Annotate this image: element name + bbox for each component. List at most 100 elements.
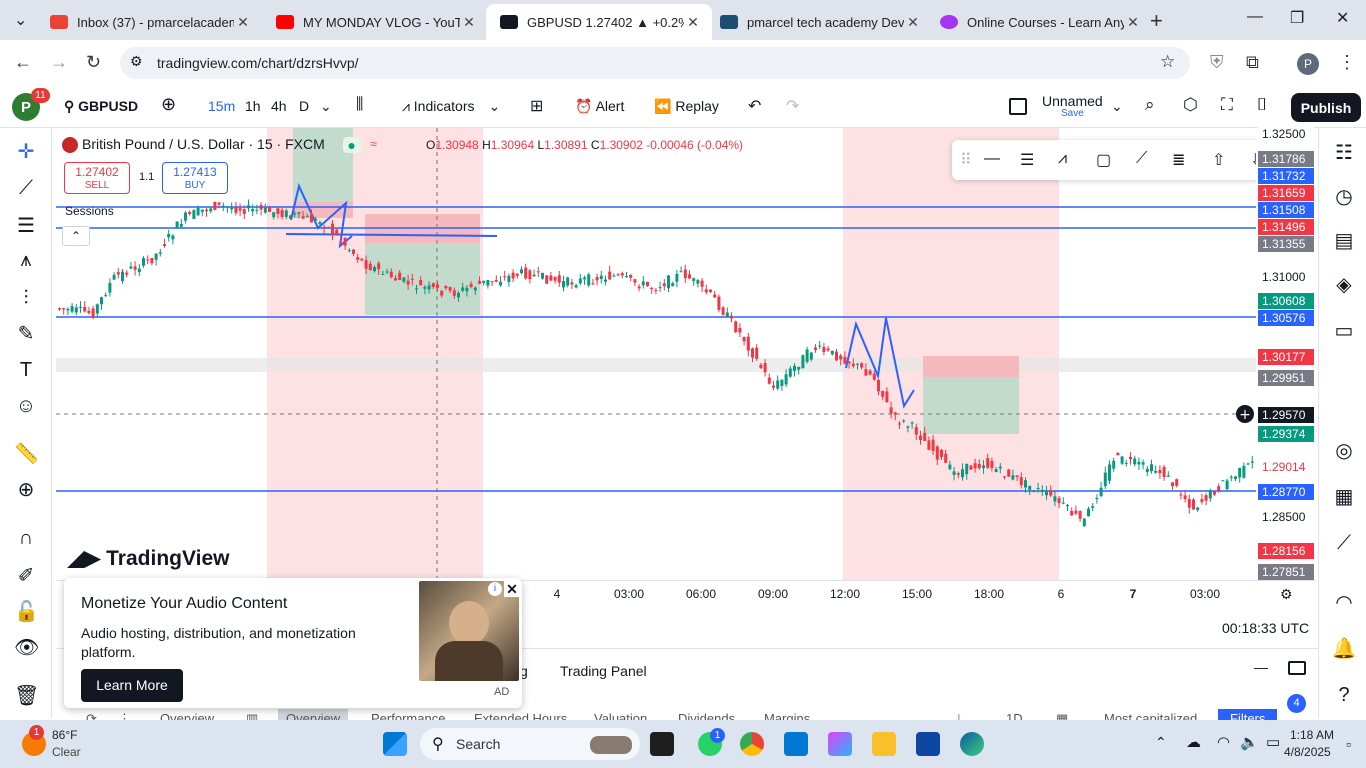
task-view-icon[interactable] [650,732,674,756]
trading-panel-tab[interactable]: Trading Panel [560,663,647,679]
lock-icon[interactable]: 🔓 [14,601,39,623]
alert-button[interactable]: ⏰ Alert [575,98,624,115]
taskbar-search[interactable]: ⚲ Search [420,728,640,760]
candlestick-chart[interactable]: + [56,128,1256,580]
maximize-panel-icon[interactable] [1288,661,1306,675]
interval-4h[interactable]: 4h [271,98,287,114]
price-label[interactable]: 1.30576 [1258,310,1314,326]
price-label[interactable]: 1.28500 [1258,509,1314,525]
camera-icon[interactable]: ⌷ [1257,95,1268,114]
volume-icon[interactable]: 🔈 [1240,734,1259,751]
horizontal-line-icon[interactable]: — [984,150,1000,167]
column-tab-margins[interactable]: Margins [764,711,811,721]
forward-icon[interactable]: → [50,52,68,72]
ruler-icon[interactable]: 📏 [14,443,39,465]
object-tree-icon[interactable]: ▤ [1334,230,1354,252]
quick-search-icon[interactable]: ⌕ [1145,95,1155,114]
calendar-icon[interactable]: ▦ [1334,486,1354,508]
maximize-button[interactable]: ❐ [1290,10,1305,27]
price-label[interactable]: 1.31355 [1258,236,1314,252]
scale-settings-icon[interactable]: ⚙ [1280,586,1293,602]
fullscreen-icon[interactable]: ⛶ [1221,95,1233,114]
help-icon[interactable]: ? [1338,684,1350,706]
bookmark-star-icon[interactable]: ☆ [1160,52,1176,71]
more-icon[interactable]: ⋮ [118,711,131,721]
column-tab-dividends[interactable]: Dividends [678,711,736,721]
price-label[interactable]: 1.28156 [1258,543,1314,559]
price-label[interactable]: 1.31000 [1258,269,1314,285]
indicators-button[interactable]: ⩘ Indicators ⌄ [402,98,500,115]
target-icon[interactable]: ◎ [1335,440,1353,462]
long-position-icon[interactable]: ⇧ [1212,152,1226,169]
minimize-button[interactable]: — [1247,8,1263,25]
layouts-icon[interactable]: ⊞ [530,98,544,115]
bell-icon[interactable]: 🔔 [1331,638,1357,660]
price-label[interactable]: 1.31659 [1258,185,1314,201]
tab-tradingview[interactable]: GBPUSD 1.27402 ▲ +0.2% U✕ [486,4,712,40]
chart-pattern-icon[interactable]: ⟋ [1337,532,1351,554]
tab-gmail[interactable]: Inbox (37) - pmarcelacadem ✕ [36,4,262,40]
close-icon[interactable]: ✕ [463,13,475,30]
price-label[interactable]: 1.31508 [1258,202,1314,218]
chevron-down-icon[interactable]: ⌄ [320,98,332,114]
copilot-icon[interactable] [828,732,852,756]
price-label[interactable]: 1.31496 [1258,219,1314,235]
windows-start-icon[interactable] [383,732,407,756]
text-icon[interactable]: T [19,359,33,381]
close-icon[interactable]: ✕ [687,13,699,30]
download-icon[interactable]: ⤓ [956,711,962,721]
layout-square-icon[interactable] [1009,98,1027,115]
chat-icon[interactable]: ▭ [1334,320,1354,342]
weather-condition[interactable]: Clear [52,745,81,759]
layout-name[interactable]: Unnamed [1042,93,1103,109]
temperature[interactable]: 86°F [52,728,78,742]
alerts-clock-icon[interactable]: ◷ [1335,186,1353,208]
eye-icon[interactable]: 👁 [14,637,40,659]
compare-symbol-icon[interactable]: ⊕ [161,94,177,114]
fib-retracement-icon[interactable]: ≣ [1172,152,1186,169]
sort-select[interactable]: Most capitalized [1104,711,1198,721]
path-icon[interactable]: ⩘ [1058,150,1068,167]
price-label[interactable]: 1.31732 [1258,168,1314,184]
interval-select[interactable]: 1D [1006,711,1023,721]
tray-chevron-icon[interactable]: ⌃ [1155,734,1167,750]
columns-icon[interactable]: ▥ [246,711,259,721]
store-icon[interactable] [916,732,940,756]
price-label[interactable]: 1.29951 [1258,370,1314,386]
pattern-icon[interactable]: ⩚ [20,249,32,271]
wifi-icon[interactable]: ◠ [1217,734,1231,751]
file-explorer-icon[interactable] [872,732,896,756]
price-label[interactable]: 1.30177 [1258,349,1314,365]
ad-close-icon[interactable]: ✕ [504,581,520,597]
column-tab-performance[interactable]: Performance [371,711,446,721]
buy-button[interactable]: 1.27413 BUY [162,162,228,194]
url-text[interactable]: tradingview.com/chart/dzrsHvvp/ [157,55,359,71]
clock-time[interactable]: 1:18 AM [1290,728,1335,742]
battery-icon[interactable]: ▭ [1266,734,1281,751]
interval-d[interactable]: D [299,98,310,114]
price-label[interactable]: 1.31786 [1258,151,1314,167]
price-label[interactable]: 1.27851 [1258,564,1314,580]
ray-icon[interactable]: ⟋ [1136,150,1148,167]
timezone-clock[interactable]: 00:18:33 UTC [1222,620,1310,636]
publish-button[interactable]: Publish [1291,93,1361,122]
replay-button[interactable]: ⏪ Replay [654,98,719,115]
stream-icon[interactable]: ◠ [1335,592,1353,614]
edge-icon[interactable] [960,732,984,756]
layers-icon[interactable]: ◈ [1336,274,1352,296]
price-label[interactable]: 1.29014 [1258,459,1314,475]
interval-1h[interactable]: 1h [245,98,261,114]
profile-avatar[interactable]: P [1297,53,1319,75]
prediction-icon[interactable]: ⫶ [23,287,29,309]
emoji-icon[interactable]: ☺ [15,395,37,417]
price-label[interactable]: 1.29374 [1258,426,1314,442]
price-scale[interactable]: 1.32500 1.31786 1.31732 1.31659 1.31508 1.314… [1256,126,1316,580]
parallel-channel-icon[interactable]: ☰ [1020,152,1035,169]
ad-info-icon[interactable]: i [488,582,502,596]
chevron-down-icon[interactable]: ⌄ [1111,98,1123,114]
menu-icon[interactable]: ⋮ [1338,52,1356,72]
filters-button[interactable]: Filters [1218,709,1278,721]
interval-15m[interactable]: 15m [208,98,236,114]
symbol-search[interactable]: ⚲ GBPUSD [64,98,138,115]
drag-handle-icon[interactable]: ⠿ [960,152,972,169]
